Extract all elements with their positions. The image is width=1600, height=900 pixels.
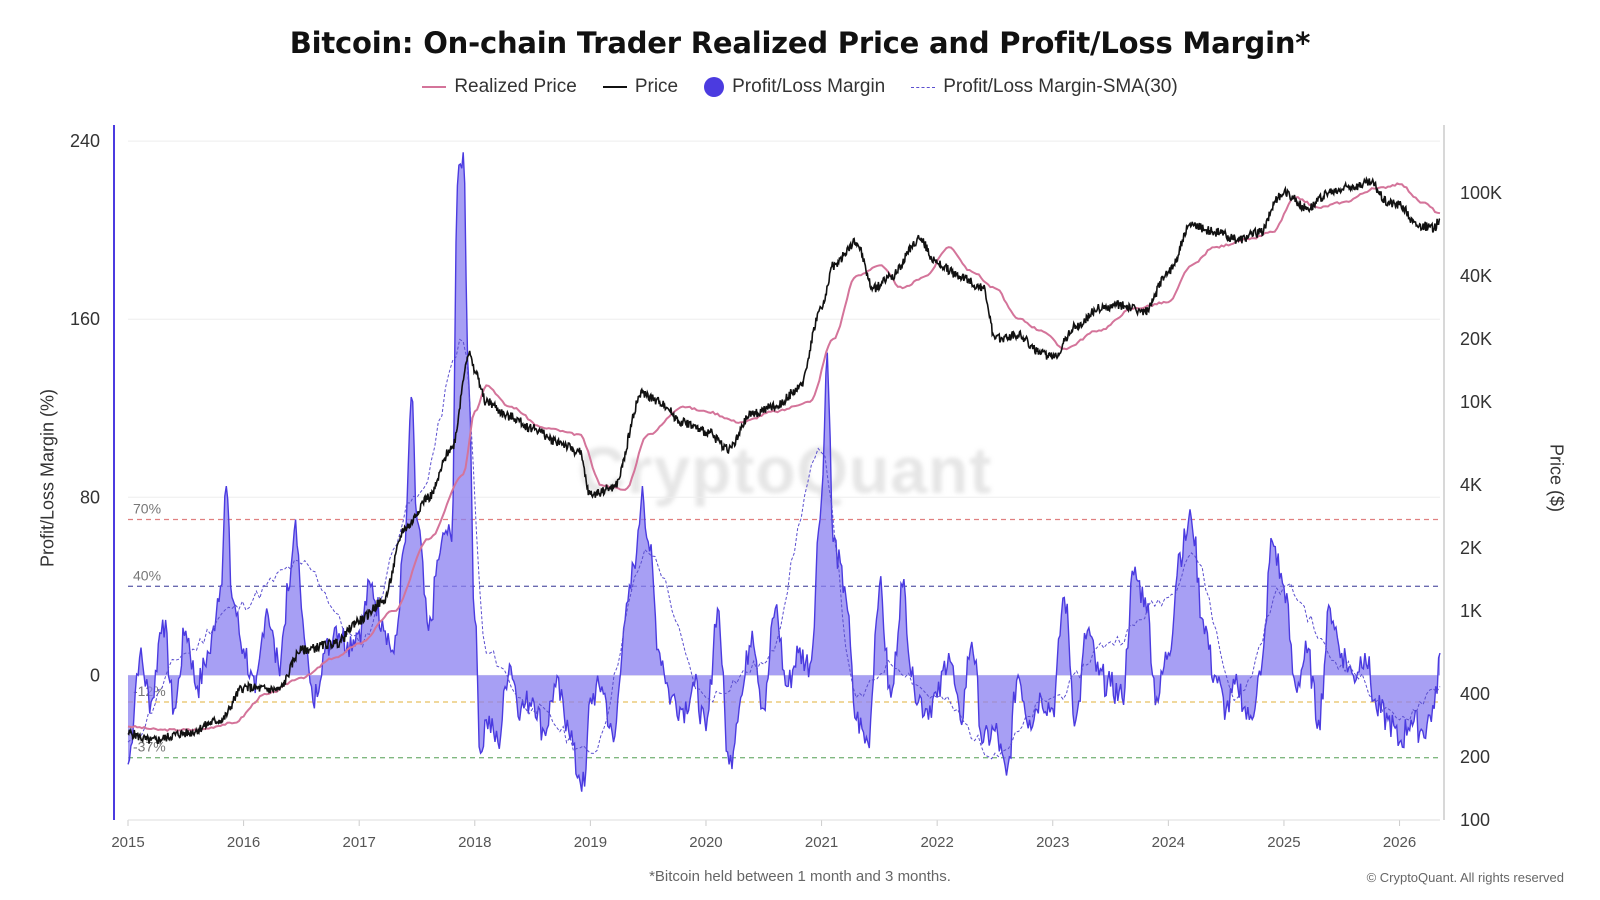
reference-lines: 70%40%-12%-37% xyxy=(128,501,1440,759)
x-tick-2021: 2021 xyxy=(805,834,838,851)
y-left-tick-0: 0 xyxy=(90,665,100,685)
x-tick-2025: 2025 xyxy=(1267,834,1300,851)
x-tick-2023: 2023 xyxy=(1036,834,1069,851)
series-sma30-line xyxy=(127,338,1441,760)
y-right-tick-10K: 10K xyxy=(1460,392,1492,412)
x-tick-2026: 2026 xyxy=(1383,834,1416,851)
watermark: CryptoQuant xyxy=(578,433,993,507)
reference-label-1: 40% xyxy=(133,567,161,583)
y-axis-right-label: Price ($) xyxy=(1546,443,1567,513)
footnote: *Bitcoin held between 1 month and 3 mont… xyxy=(649,868,951,885)
grid xyxy=(128,140,1440,676)
series-price-line xyxy=(127,175,1441,745)
y-right-tick-2K: 2K xyxy=(1460,538,1482,558)
y-right-tick-4K: 4K xyxy=(1460,475,1482,495)
legend-label-realized-price: Realized Price xyxy=(454,76,577,97)
legend-item-sma30[interactable]: Profit/Loss Margin-SMA(30) xyxy=(911,76,1178,98)
y-left-tick-240: 240 xyxy=(70,131,100,151)
series-realized-price-line xyxy=(127,182,1441,733)
legend-label-sma30: Profit/Loss Margin-SMA(30) xyxy=(943,76,1178,97)
legend-swatch-realized-price xyxy=(422,86,447,88)
legend-swatch-sma30 xyxy=(911,86,936,88)
legend-swatch-price xyxy=(602,86,627,88)
y-axis-left-label: Profit/Loss Margin (%) xyxy=(37,388,58,568)
legend-item-profit-loss-margin[interactable]: Profit/Loss Margin xyxy=(704,76,885,98)
y-right-tick-100K: 100K xyxy=(1460,183,1502,203)
y-right-tick-100: 100 xyxy=(1460,810,1490,830)
y-right-tick-400: 400 xyxy=(1460,684,1490,704)
y-left-tick-80: 80 xyxy=(80,487,100,507)
y-right-tick-200: 200 xyxy=(1460,747,1490,767)
axes: 240 160 80 0 100K 40K 20K 10K 4K 2K 1K 400 200 100 201… xyxy=(70,125,1502,851)
x-tick-2019: 2019 xyxy=(574,834,607,851)
x-tick-2018: 2018 xyxy=(458,834,491,851)
x-tick-2020: 2020 xyxy=(689,834,722,851)
legend-label-price: Price xyxy=(634,76,679,97)
reference-label-0: 70% xyxy=(133,501,161,517)
legend-label-profit-loss-margin: Profit/Loss Margin xyxy=(732,76,886,97)
x-tick-2016: 2016 xyxy=(227,834,260,851)
x-tick-2024: 2024 xyxy=(1152,834,1185,851)
legend-item-price[interactable]: Price xyxy=(602,76,679,98)
series-profit-loss-margin-line xyxy=(127,152,1441,792)
y-right-tick-40K: 40K xyxy=(1460,266,1492,286)
y-right-tick-20K: 20K xyxy=(1460,329,1492,349)
legend-swatch-profit-loss-margin xyxy=(704,77,725,97)
y-left-tick-160: 160 xyxy=(70,309,100,329)
price-lines xyxy=(127,175,1441,745)
copyright: © CryptoQuant. All rights reserved xyxy=(1366,870,1564,885)
legend: Realized Price Price Profit/Loss Margin … xyxy=(0,76,1600,98)
series-profit-loss-margin-fill xyxy=(128,152,1440,792)
y-right-tick-1K: 1K xyxy=(1460,601,1482,621)
x-tick-2015: 2015 xyxy=(111,834,144,851)
chart-title: Bitcoin: On-chain Trader Realized Price … xyxy=(289,26,1311,60)
legend-item-realized-price[interactable]: Realized Price xyxy=(422,76,577,98)
x-tick-2022: 2022 xyxy=(920,834,953,851)
x-tick-2017: 2017 xyxy=(343,834,376,851)
margin-area xyxy=(127,152,1441,792)
